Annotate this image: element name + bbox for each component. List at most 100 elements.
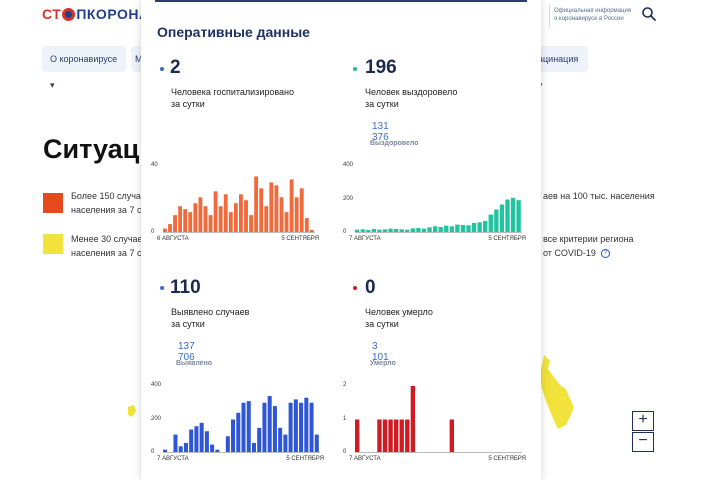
bar[interactable] (189, 429, 194, 453)
bar[interactable] (188, 212, 193, 233)
bar[interactable] (168, 224, 172, 233)
bar[interactable] (355, 419, 360, 454)
bar[interactable] (449, 419, 454, 454)
site-logo[interactable]: СТ ПКОРОНАВ (42, 6, 160, 22)
map-region-shape[interactable] (540, 355, 580, 435)
bar[interactable] (366, 229, 371, 233)
bar[interactable] (466, 225, 471, 233)
bar[interactable] (199, 422, 204, 453)
bar[interactable] (421, 228, 427, 233)
bar[interactable] (183, 209, 188, 233)
bar[interactable] (173, 215, 177, 233)
bar[interactable] (251, 442, 256, 453)
bar[interactable] (279, 197, 284, 233)
bar[interactable] (244, 200, 248, 233)
bar[interactable] (203, 206, 208, 233)
bar[interactable] (382, 229, 388, 233)
bar[interactable] (215, 449, 220, 453)
bar[interactable] (262, 402, 267, 453)
bar[interactable] (259, 188, 264, 233)
bar[interactable] (278, 427, 283, 453)
bar[interactable] (516, 200, 521, 233)
bar[interactable] (231, 419, 236, 454)
bar[interactable] (293, 399, 298, 453)
bar[interactable] (210, 444, 215, 453)
bar[interactable] (264, 206, 269, 233)
bar[interactable] (455, 224, 460, 233)
bar[interactable] (399, 229, 404, 233)
bar[interactable] (178, 206, 183, 233)
bar[interactable] (410, 228, 416, 233)
bar[interactable] (405, 229, 410, 233)
bar[interactable] (272, 406, 277, 453)
bar[interactable] (477, 222, 482, 233)
bar[interactable] (371, 228, 377, 233)
bar[interactable] (460, 224, 466, 233)
bar[interactable] (416, 227, 421, 233)
bar[interactable] (223, 194, 228, 233)
official-info-text[interactable]: Официальная информация о коронавирусе в … (554, 8, 632, 22)
bar[interactable] (233, 203, 238, 233)
bar[interactable] (410, 386, 416, 453)
bar[interactable] (377, 229, 382, 233)
bar[interactable] (360, 229, 365, 233)
bar[interactable] (314, 434, 319, 453)
bar[interactable] (218, 206, 223, 233)
zoom-in-button[interactable]: + (632, 411, 654, 431)
bar[interactable] (505, 199, 510, 234)
bar[interactable] (309, 402, 314, 453)
bar[interactable] (178, 446, 183, 453)
bar[interactable] (388, 228, 393, 233)
bar[interactable] (499, 204, 505, 233)
bar[interactable] (274, 185, 279, 233)
bar[interactable] (494, 209, 499, 233)
bar[interactable] (284, 212, 289, 233)
bar[interactable] (239, 194, 243, 233)
bar[interactable] (399, 419, 404, 454)
bar[interactable] (241, 402, 246, 453)
bar[interactable] (304, 218, 309, 233)
bar[interactable] (173, 434, 178, 453)
bar[interactable] (198, 197, 203, 233)
bar[interactable] (432, 226, 438, 233)
bar[interactable] (246, 401, 251, 453)
bar[interactable] (294, 197, 299, 233)
search-icon[interactable] (641, 6, 657, 22)
bar[interactable] (163, 449, 168, 453)
bar[interactable] (309, 230, 314, 233)
bar[interactable] (483, 220, 488, 233)
bar[interactable] (510, 197, 516, 233)
bar[interactable] (444, 225, 449, 233)
bar[interactable] (289, 179, 294, 233)
bar[interactable] (299, 188, 304, 233)
bar[interactable] (288, 402, 293, 453)
bar[interactable] (204, 431, 209, 453)
bar[interactable] (267, 396, 272, 453)
bar[interactable] (183, 442, 188, 453)
bar[interactable] (283, 434, 288, 453)
bar[interactable] (163, 228, 167, 233)
bar[interactable] (382, 419, 388, 454)
bar[interactable] (299, 402, 304, 453)
bar[interactable] (377, 419, 382, 454)
bar[interactable] (225, 436, 230, 453)
bar[interactable] (249, 215, 253, 233)
bar[interactable] (488, 214, 493, 233)
nav-about-coronavirus[interactable]: О коронавирусе ▾ (42, 46, 126, 90)
bar[interactable] (193, 203, 198, 233)
bar[interactable] (393, 419, 399, 454)
bar[interactable] (254, 176, 259, 233)
bar[interactable] (438, 226, 443, 233)
bar[interactable] (208, 215, 213, 233)
bar[interactable] (427, 227, 432, 233)
bar[interactable] (449, 226, 454, 233)
info-icon[interactable]: ? (600, 249, 610, 259)
bar[interactable] (471, 222, 477, 233)
bar[interactable] (194, 426, 199, 453)
bar[interactable] (355, 229, 360, 233)
bar[interactable] (213, 191, 218, 233)
bar[interactable] (304, 397, 309, 453)
bar[interactable] (228, 212, 233, 233)
bar[interactable] (257, 427, 262, 453)
zoom-out-button[interactable]: − (632, 432, 654, 452)
